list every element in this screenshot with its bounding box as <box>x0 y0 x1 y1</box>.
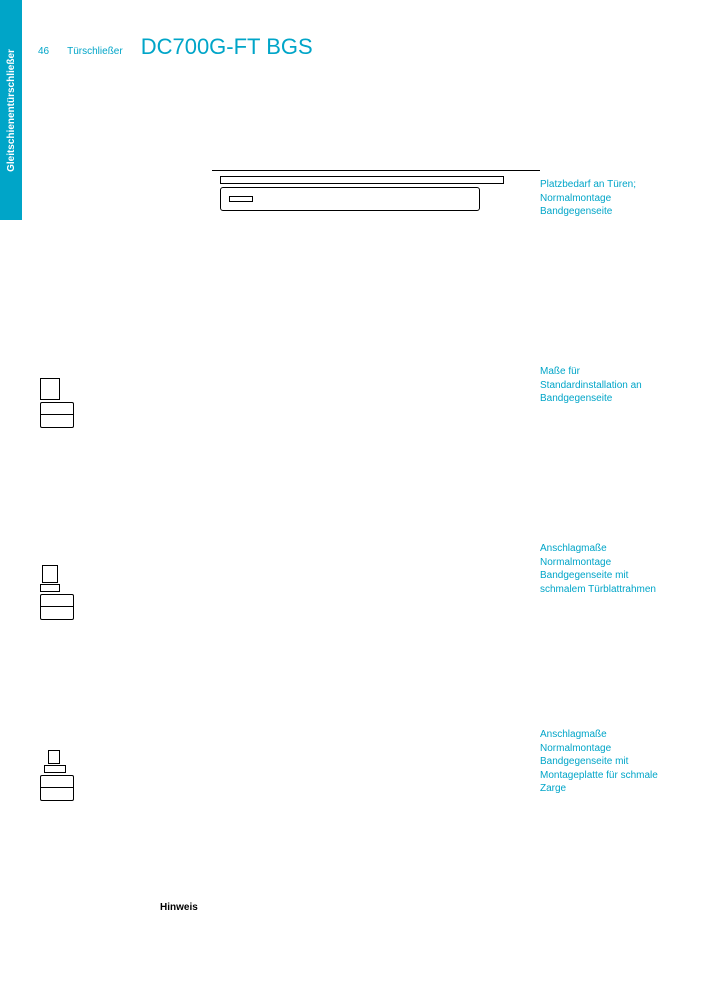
caption-3: Anschlagmaße Normalmontage Bandgegenseit… <box>540 542 670 596</box>
door-edge-line <box>212 170 540 171</box>
side-view-standard <box>40 378 74 428</box>
closer-body <box>220 187 480 211</box>
closer-side <box>40 775 74 801</box>
side-tab: Gleitschienentürschließer <box>0 0 22 220</box>
closer-seam <box>40 787 74 788</box>
caption-2: Maße für Standardinstallation an Bandgeg… <box>540 365 670 406</box>
side-view-mounting-plate <box>40 750 74 801</box>
caption-4: Anschlagmaße Normalmontage Bandgegenseit… <box>540 728 670 796</box>
page-header: 46 Türschließer DC700G-FT BGS <box>38 34 313 60</box>
door-frame <box>42 565 58 583</box>
caption-1: Platzbedarf an Türen; Normalmontage Band… <box>540 178 670 219</box>
page-number: 46 <box>38 46 49 57</box>
page-category: Türschließer <box>67 46 123 57</box>
door-frame <box>48 750 60 764</box>
slide-rail <box>220 176 504 184</box>
door-frame <box>40 378 60 400</box>
diagram-spacereq <box>220 176 504 211</box>
closer-seam <box>40 606 74 607</box>
side-view-narrow-leaf <box>40 565 74 620</box>
closer-side <box>40 402 74 428</box>
slide-channel <box>40 584 60 592</box>
closer-side <box>40 594 74 620</box>
product-title: DC700G-FT BGS <box>141 34 313 60</box>
side-tab-label: Gleitschienentürschließer <box>6 49 17 172</box>
mounting-plate <box>44 765 66 773</box>
closer-seam <box>40 414 74 415</box>
note-label: Hinweis <box>160 902 198 913</box>
closer-body-wrap <box>220 187 480 211</box>
closer-brand-plate <box>229 196 253 202</box>
